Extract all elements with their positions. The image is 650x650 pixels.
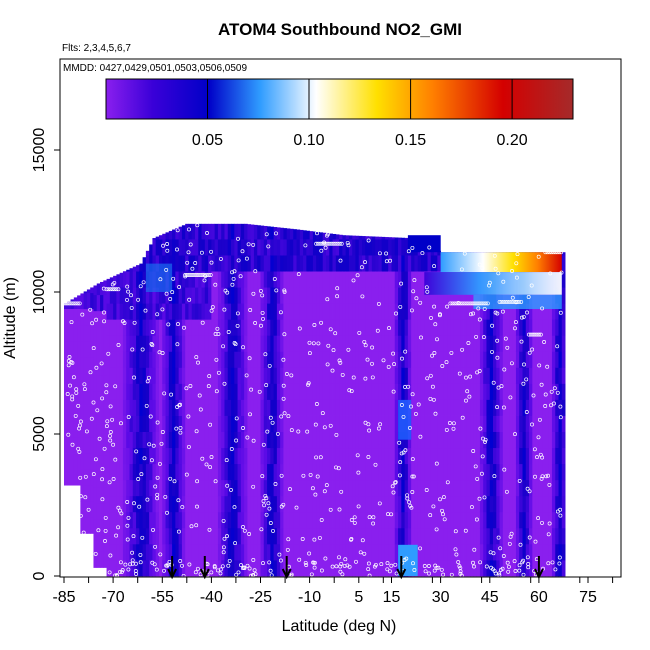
arrow-head — [167, 568, 177, 580]
colorbar-tick-label: 0.20 — [497, 132, 528, 149]
heatmap-curtain — [64, 223, 566, 577]
x-axis-label: Latitude (deg N) — [282, 618, 397, 635]
latitude-arrows — [167, 556, 544, 580]
colorbar-tick-label: 0.15 — [395, 132, 426, 149]
x-tick-label: -25 — [249, 589, 272, 606]
y-tick-label: 15000 — [31, 128, 48, 173]
y-axis: 0 5000 10000 15000 — [31, 128, 60, 580]
y-tick-label: 10000 — [31, 270, 48, 315]
x-tick-label: 60 — [530, 589, 548, 606]
y-tick-label: 0 — [31, 571, 48, 580]
colorbar-tick-label: 0.05 — [192, 132, 223, 149]
colorbar — [105, 78, 574, 120]
x-tick-label: 5 — [354, 589, 363, 606]
x-tick-label: -55 — [151, 589, 174, 606]
x-tick-label: 15 — [383, 589, 401, 606]
x-axis: -85 -70 -55 -40 -25 -10 5 15 30 45 60 75 — [52, 577, 614, 606]
chart-title: ATOM4 Southbound NO2_GMI — [218, 20, 462, 39]
x-tick-label: 75 — [579, 589, 597, 606]
x-tick-label: -70 — [102, 589, 125, 606]
arrow-head — [534, 568, 544, 580]
colorbar-ticks: 0.05 0.10 0.15 0.20 — [192, 79, 528, 149]
x-tick-label: 45 — [481, 589, 499, 606]
dates-label: MMDD: 0427,0429,0501,0503,0506,0509 — [63, 63, 247, 74]
y-tick-label: 5000 — [31, 416, 48, 452]
y-axis-label: Altitude (m) — [2, 277, 19, 359]
flight-track-points — [62, 223, 564, 577]
arrow-head — [281, 568, 292, 580]
x-tick-label: 30 — [432, 589, 450, 606]
x-tick-label: -85 — [52, 589, 75, 606]
arrow-head — [199, 568, 210, 580]
arrow-head — [396, 568, 407, 580]
x-tick-label: -10 — [298, 589, 321, 606]
x-tick-label: -40 — [200, 589, 223, 606]
plot-frame — [59, 58, 622, 578]
flights-label: Flts: 2,3,4,5,6,7 — [62, 43, 131, 54]
colorbar-tick-label: 0.10 — [293, 132, 324, 149]
